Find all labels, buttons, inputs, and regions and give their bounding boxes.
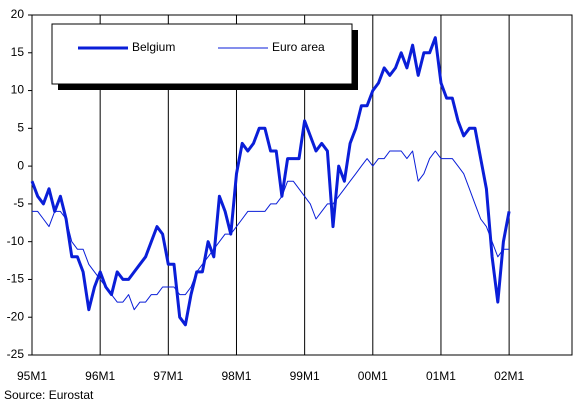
x-tick-label: 00M1 — [358, 369, 388, 383]
x-tick-label: 97M1 — [153, 369, 183, 383]
legend-label: Belgium — [132, 40, 175, 54]
legend-box — [51, 23, 353, 85]
source-note: Source: Eurostat — [4, 388, 94, 402]
y-tick-label: 20 — [11, 7, 25, 21]
series-line — [32, 150, 510, 311]
x-tick-label: 02M1 — [494, 369, 524, 383]
y-tick-label: -5 — [13, 196, 24, 210]
y-tick-label: 10 — [11, 83, 25, 97]
x-tick-label: 95M1 — [17, 369, 47, 383]
y-tick-label: -15 — [7, 272, 25, 286]
y-tick-label: 0 — [17, 158, 24, 172]
x-tick-label: 99M1 — [290, 369, 320, 383]
legend-label: Euro area — [272, 40, 325, 54]
x-tick-label: 01M1 — [426, 369, 456, 383]
y-tick-label: 15 — [11, 45, 25, 59]
x-tick-label: 96M1 — [85, 369, 115, 383]
x-tick-label: 98M1 — [221, 369, 251, 383]
y-tick-label: -25 — [7, 347, 25, 361]
y-tick-label: -10 — [7, 234, 25, 248]
y-tick-label: 5 — [17, 121, 24, 135]
y-tick-label: -20 — [7, 309, 25, 323]
